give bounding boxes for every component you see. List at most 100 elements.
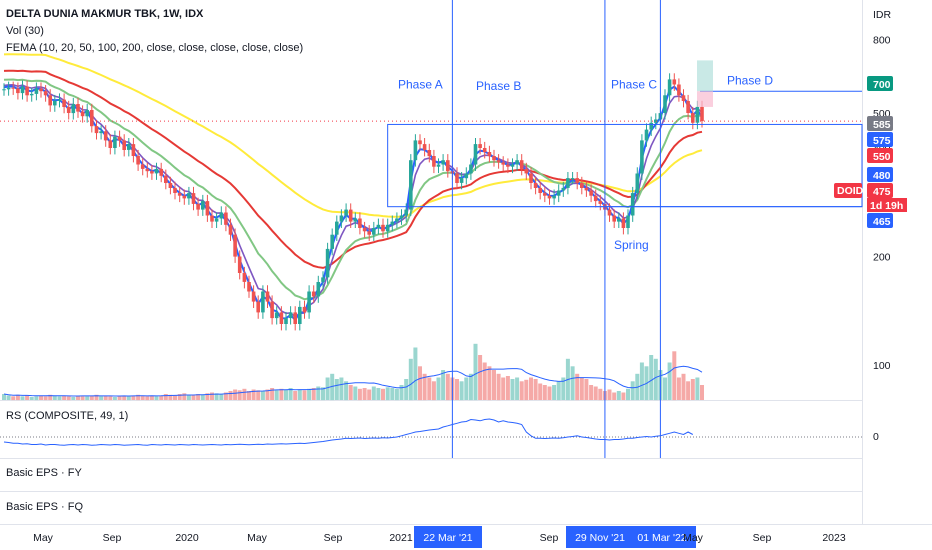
- candle-body: [469, 164, 473, 174]
- x-tick-label: 2020: [175, 532, 199, 544]
- candle-body: [418, 140, 422, 145]
- candle-body: [182, 195, 187, 199]
- volume-bar: [131, 395, 136, 400]
- candle-body: [39, 88, 43, 92]
- volume-bar: [510, 379, 515, 400]
- volume-bar: [103, 395, 108, 400]
- candle-body: [385, 224, 390, 232]
- candle-body: [316, 282, 321, 297]
- candle-body: [482, 148, 487, 152]
- candle-body: [159, 168, 163, 176]
- volume-bar: [593, 386, 598, 400]
- candle-body: [325, 248, 330, 278]
- x-tick-label: May: [247, 532, 268, 544]
- candle-body: [90, 110, 94, 127]
- candle-body: [57, 99, 62, 101]
- candle-body: [446, 160, 450, 172]
- volume-bar: [695, 377, 700, 400]
- candle-body: [103, 131, 108, 141]
- volume-bar: [667, 362, 672, 400]
- candle-body: [177, 193, 182, 196]
- candle-body: [154, 168, 159, 174]
- symbol-tag-text: DOID: [837, 185, 864, 197]
- volume-bar: [362, 388, 367, 400]
- rs-line: [3, 418, 694, 446]
- volume-bar: [408, 358, 413, 401]
- volume-bar: [145, 396, 150, 401]
- volume-bar: [196, 394, 201, 400]
- volume-bar: [223, 392, 228, 400]
- x-tick-highlight: [628, 526, 696, 548]
- candle-body: [108, 140, 113, 148]
- volume-bar: [2, 394, 6, 400]
- candle-body: [593, 195, 598, 202]
- volume-bar: [445, 373, 450, 401]
- volume-bar: [321, 387, 325, 401]
- price-tag-465: 465: [867, 213, 893, 228]
- candle-body: [681, 95, 686, 101]
- candle-body: [376, 224, 381, 228]
- candle-body: [2, 89, 6, 91]
- candle-body: [136, 156, 140, 165]
- candle-body: [524, 168, 529, 174]
- x-tick-label: Sep: [324, 532, 343, 544]
- volume-bar: [589, 385, 594, 400]
- candle-body: [436, 164, 441, 167]
- candle-body: [173, 187, 177, 193]
- candle-body: [501, 162, 505, 165]
- candle-body: [251, 291, 256, 302]
- candle-body: [140, 164, 145, 169]
- candle-body: [122, 140, 126, 150]
- candle-body: [506, 164, 510, 167]
- candle-body: [649, 122, 653, 130]
- candle-body: [85, 110, 89, 117]
- candle-body: [321, 277, 325, 282]
- candle-body: [432, 156, 436, 167]
- candle-body: [66, 106, 71, 113]
- projection-up-box: [697, 60, 713, 92]
- volume-bar: [700, 385, 704, 400]
- candle-body: [29, 93, 34, 96]
- ema-100-line: [3, 69, 703, 269]
- volume-bar: [247, 391, 251, 400]
- price-tag-bg: [867, 76, 893, 91]
- candle-body: [496, 160, 501, 163]
- volume-bar: [242, 388, 247, 401]
- candle-body: [53, 101, 57, 106]
- candle-body: [617, 218, 621, 222]
- candle-body: [367, 231, 371, 235]
- candle-body: [265, 291, 270, 302]
- candle-body: [372, 228, 376, 235]
- price-tag-bg: [867, 213, 893, 228]
- volume-bar: [441, 370, 446, 400]
- x-tick-label: May: [33, 532, 54, 544]
- x-tick-label: Sep: [753, 532, 772, 544]
- volume-bar: [422, 373, 427, 401]
- volume-bar: [311, 388, 316, 400]
- volume-bar: [112, 397, 117, 400]
- candle-body: [16, 88, 20, 94]
- candle-body: [612, 215, 616, 222]
- volume-bar: [436, 377, 441, 400]
- volume-bar: [251, 389, 256, 400]
- volume-bar: [205, 393, 210, 401]
- candle-body: [552, 195, 556, 199]
- volume-bar: [381, 388, 385, 401]
- candle-body: [413, 140, 418, 161]
- volume-bar: [621, 392, 626, 400]
- price-tag-bg: [867, 167, 893, 182]
- volume-bar: [626, 388, 630, 401]
- candle-body: [630, 193, 635, 216]
- volume-bar: [478, 355, 483, 400]
- phase-label-spring: Spring: [614, 238, 649, 252]
- candle-body: [635, 173, 640, 194]
- phase-label-phase-b: Phase B: [476, 79, 521, 93]
- candle-body: [307, 291, 311, 313]
- candle-body: [6, 87, 11, 90]
- candle-body: [561, 187, 566, 191]
- volume-bar: [302, 390, 307, 401]
- rs-pane-label: RS (COMPOSITE, 49, 1): [6, 410, 129, 422]
- volume-bar: [122, 396, 127, 401]
- volume-bar: [399, 385, 404, 400]
